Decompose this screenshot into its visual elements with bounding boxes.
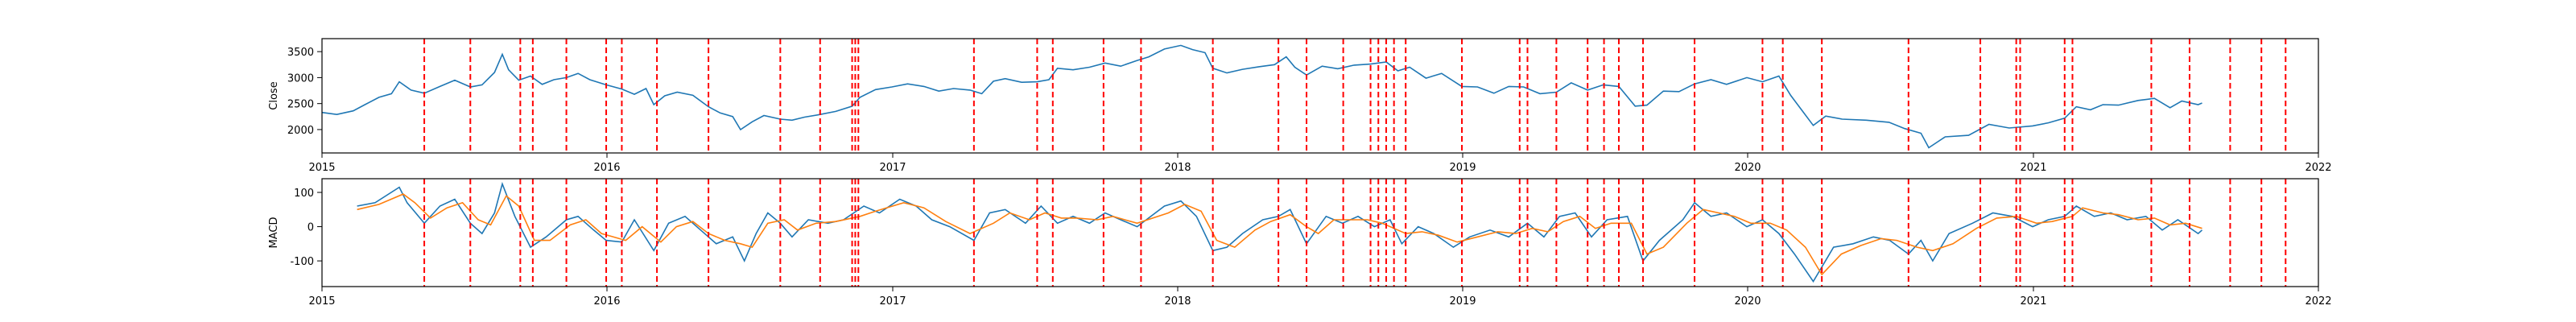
series-line [357,193,2202,276]
y-tick-label: 100 [294,188,314,200]
x-tick-label: 2022 [2305,162,2331,174]
y-tick-label: 3000 [287,72,314,85]
macd-panel: -100 0 100 2015 2016 2017 2018 2019 2020 2021 2022… [268,178,2332,308]
axes-frame [321,178,2319,287]
y-tick-label: -100 [290,256,314,268]
x-tick-label: 2020 [1734,162,1761,174]
x-tick-label: 2018 [1164,162,1191,174]
y-axis-label: Close [268,81,280,109]
x-tick-label: 2018 [1164,295,1191,308]
y-tick-label: 3500 [287,47,314,59]
y-axis-label: MACD [268,217,280,249]
y-tick-label: 2500 [287,99,314,111]
x-tick-label: 2019 [1449,295,1476,308]
close-price-panel: 2000 2500 3000 3500 2015 2016 2017 2018 2019 2020… [268,38,2332,174]
x-tick-label: 2017 [879,162,906,174]
y-tick-label: 0 [308,222,314,234]
x-tick-label: 2015 [308,162,335,174]
x-tick-label: 2016 [593,162,620,174]
x-tick-label: 2020 [1734,295,1761,308]
x-tick-label: 2019 [1449,162,1476,174]
x-tick-label: 2021 [2020,295,2046,308]
x-tick-label: 2015 [308,295,335,308]
x-tick-label: 2021 [2020,162,2046,174]
series-line [357,181,2203,283]
x-tick-label: 2016 [593,295,620,308]
x-tick-label: 2017 [879,295,906,308]
y-tick-label: 2000 [287,125,314,137]
series-line [321,44,2202,149]
axes-frame [321,38,2319,154]
x-tick-label: 2022 [2305,295,2331,308]
